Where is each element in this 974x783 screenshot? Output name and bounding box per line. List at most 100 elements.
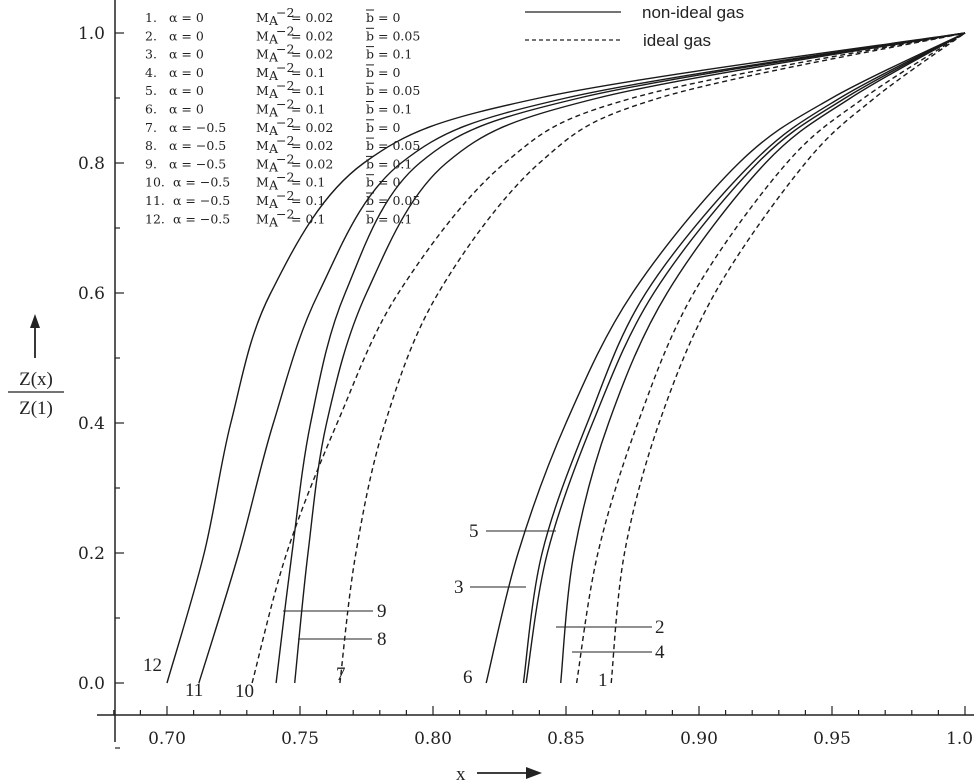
- b-symbol: b: [366, 83, 374, 98]
- curves: [166, 32, 966, 684]
- row-number: 9.: [145, 156, 157, 171]
- parameter-row: 9. α = −0.5 M A−2= 0.02 b = 0.1: [145, 151, 412, 174]
- m-symbol: M: [256, 193, 269, 208]
- curve-label-2: 2: [655, 617, 665, 638]
- m-subscript: A: [268, 123, 279, 138]
- y-tick-label: 0.4: [78, 414, 105, 434]
- curve-label-10: 10: [235, 681, 254, 702]
- x-tick-label: 0.75: [281, 729, 319, 749]
- m-superscript: −2: [276, 23, 294, 38]
- row-b-value: = 0.05: [378, 83, 420, 98]
- row-b-value: = 0.05: [378, 193, 420, 208]
- m-symbol: M: [256, 47, 269, 62]
- m-symbol: M: [256, 83, 269, 98]
- row-m-value: = 0.02: [291, 28, 333, 43]
- parameter-row: 6. α = 0 M A−2= 0.1 b = 0.1: [145, 97, 412, 120]
- parameter-row: 3. α = 0 M A−2= 0.02 b = 0.1: [145, 42, 412, 65]
- row-number: 7.: [145, 120, 157, 135]
- row-b-value: = 0: [378, 175, 400, 190]
- x-axis-label: x: [456, 764, 542, 783]
- row-number: 12.: [145, 211, 165, 226]
- curve-label-8: 8: [377, 629, 387, 650]
- row-m-value: = 0.1: [291, 175, 325, 190]
- m-superscript: −2: [276, 5, 294, 20]
- row-b-value: = 0.1: [378, 102, 412, 117]
- row-alpha: α = −0.5: [169, 120, 226, 135]
- row-number: 10.: [145, 175, 165, 190]
- b-symbol: b: [366, 138, 374, 153]
- b-symbol: b: [366, 10, 374, 25]
- row-alpha: α = 0: [169, 83, 204, 98]
- row-alpha: α = −0.5: [173, 211, 230, 226]
- curve-label-5: 5: [469, 521, 479, 542]
- m-subscript: A: [268, 178, 279, 193]
- row-b-value: = 0: [378, 10, 400, 25]
- row-m-value: = 0.1: [291, 193, 325, 208]
- y-label-denominator: Z(1): [19, 398, 53, 419]
- row-m-value: = 0.1: [291, 102, 325, 117]
- curve-label-12: 12: [143, 655, 162, 676]
- m-superscript: −2: [276, 133, 294, 148]
- curve-2: [560, 32, 966, 684]
- b-symbol: b: [366, 65, 374, 80]
- legend: non-ideal gas ideal gas: [525, 3, 744, 50]
- parameter-row: 4. α = 0 M A−2= 0.1 b = 0: [145, 60, 400, 83]
- curve-3: [522, 32, 966, 684]
- row-alpha: α = −0.5: [173, 175, 230, 190]
- row-b-value: = 0: [378, 65, 400, 80]
- parameter-row: 5. α = 0 M A−2= 0.1 b = 0.05: [145, 78, 420, 101]
- row-number: 1.: [145, 10, 157, 25]
- row-m-value: = 0.1: [291, 211, 325, 226]
- m-symbol: M: [256, 138, 269, 153]
- m-subscript: A: [268, 196, 279, 211]
- m-symbol: M: [256, 10, 269, 25]
- b-symbol: b: [366, 211, 374, 226]
- curve-8: [294, 32, 966, 684]
- y-ticks: 0.0 0.2 0.4 0.6 0.8 1.0: [78, 24, 124, 749]
- row-b-value: = 0: [378, 120, 400, 135]
- m-symbol: M: [256, 211, 269, 226]
- row-alpha: α = 0: [169, 10, 204, 25]
- m-superscript: −2: [276, 42, 294, 57]
- parameter-table: 1. α = 0 M A−2= 0.02 b = 02. α = 0 M A−2= 0.02 b =…: [145, 5, 420, 229]
- y-label-numerator: Z(x): [19, 369, 53, 390]
- m-subscript: A: [268, 50, 279, 65]
- curve-12: [166, 32, 966, 684]
- b-symbol: b: [366, 102, 374, 117]
- row-m-value: = 0.02: [291, 138, 333, 153]
- m-superscript: −2: [276, 151, 294, 166]
- row-number: 3.: [145, 47, 157, 62]
- curve-6: [485, 32, 966, 684]
- y-tick-label: 0.8: [78, 154, 105, 174]
- row-m-value: = 0.02: [291, 156, 333, 171]
- curve-4: [575, 32, 966, 684]
- y-tick-label: 0.2: [78, 544, 105, 564]
- parameter-row: 2. α = 0 M A−2= 0.02 b = 0.05: [145, 23, 420, 46]
- row-number: 5.: [145, 83, 157, 98]
- m-subscript: A: [268, 86, 279, 101]
- x-arrowhead-icon: [526, 767, 542, 779]
- parameter-row: 10. α = −0.5 M A−2= 0.1 b = 0: [145, 170, 400, 193]
- y-tick-label: 0.0: [78, 674, 105, 694]
- axes: [97, 0, 974, 742]
- m-superscript: −2: [276, 78, 294, 93]
- row-m-value: = 0.02: [291, 120, 333, 135]
- x-label-text: x: [456, 764, 466, 783]
- m-symbol: M: [256, 156, 269, 171]
- curve-label-1: 1: [598, 670, 608, 691]
- m-symbol: M: [256, 120, 269, 135]
- curve-annotations: 5 3 9 8 2 4 12 11 10 7 6 1: [143, 521, 665, 702]
- curve-11: [198, 32, 966, 684]
- m-symbol: M: [256, 175, 269, 190]
- parameter-row: 8. α = −0.5 M A−2= 0.02 b = 0.05: [145, 133, 420, 156]
- m-superscript: −2: [276, 170, 294, 185]
- x-tick-label: 0.80: [414, 729, 452, 749]
- row-m-value: = 0.1: [291, 65, 325, 80]
- parameter-row: 12. α = −0.5 M A−2= 0.1 b = 0.1: [145, 206, 412, 229]
- parameter-row: 1. α = 0 M A−2= 0.02 b = 0: [145, 5, 400, 28]
- curve-label-6: 6: [463, 667, 473, 688]
- m-subscript: A: [268, 13, 279, 28]
- x-tick-label: 0.85: [547, 729, 585, 749]
- m-subscript: A: [268, 141, 279, 156]
